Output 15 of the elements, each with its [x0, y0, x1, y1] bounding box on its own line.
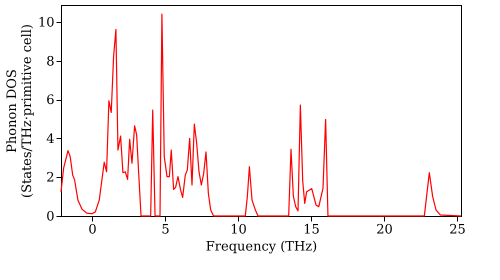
y-tick-label: 4 [46, 132, 54, 147]
x-tick-label: 0 [88, 222, 97, 238]
x-tick-label: 5 [161, 222, 170, 238]
x-tick-label: 10 [230, 222, 247, 238]
y-tick-label: 0 [46, 210, 54, 224]
x-axis-title: Frequency (THz) [206, 240, 318, 254]
x-tick-label: 15 [303, 222, 320, 238]
y-tick-label: 2 [46, 170, 54, 186]
y-tick-label: 8 [46, 54, 54, 70]
y-tick-label: 6 [46, 93, 54, 108]
y-tick-label: 10 [38, 16, 54, 31]
y-axis-title: Phonon DOS (States/THz·primitive cell) [4, 24, 35, 198]
x-tick-label: 25 [449, 222, 466, 238]
line-series [60, 14, 462, 217]
x-tick-label: 20 [376, 222, 393, 238]
